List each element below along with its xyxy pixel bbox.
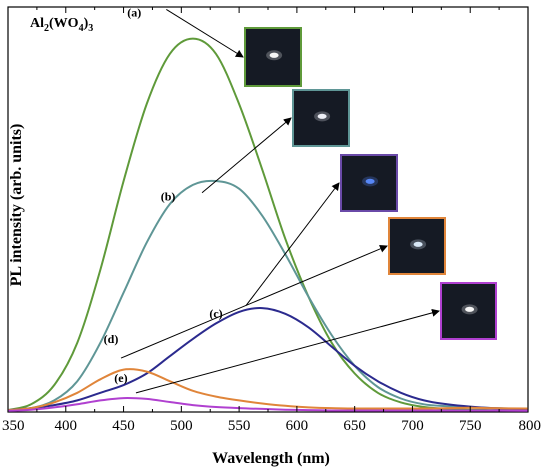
inset-glow-spot	[465, 306, 475, 312]
x-tick-label: 750	[459, 418, 482, 434]
pointer-arrow-b	[201, 117, 292, 194]
curve-label-d: (d)	[104, 332, 119, 346]
curve-label-c: (c)	[209, 307, 222, 321]
inset-glow-halo	[461, 304, 478, 315]
pointer-arrow-e	[135, 308, 440, 394]
inset-glow-spot	[365, 178, 375, 184]
series-line-b	[7, 179, 529, 412]
curve-label-b: (b)	[161, 190, 176, 204]
x-tick-label: 500	[170, 418, 193, 434]
title-part: (WO	[49, 16, 79, 31]
x-tick-label: 800	[519, 418, 542, 434]
x-axis-title: Wavelength (nm)	[212, 450, 330, 467]
inset-glow-halo	[314, 111, 331, 122]
pointer-arrow-a	[166, 8, 244, 58]
inset-glow-halo	[410, 239, 427, 250]
title-part: Al	[30, 16, 44, 31]
inset-glow-spot	[269, 52, 279, 58]
title-part: 4	[79, 23, 84, 34]
curve-label-a: (a)	[127, 5, 141, 19]
series-line-c	[7, 307, 529, 412]
series-line-d	[7, 368, 529, 412]
x-tick-label: 350	[2, 418, 25, 434]
title-part: 3	[88, 23, 93, 34]
y-axis-title: PL intensity (arb. units)	[8, 124, 25, 287]
x-tick-label: 700	[401, 418, 424, 434]
x-tick-label: 450	[112, 418, 135, 434]
inset-glow-spot	[413, 241, 423, 247]
title-part: )	[84, 16, 89, 31]
x-tick-label: 400	[55, 418, 78, 434]
inset-glow-halo	[266, 50, 283, 61]
curve-label-e: (e)	[114, 371, 127, 385]
series-line-e	[7, 397, 529, 412]
pointer-arrow-d	[120, 245, 388, 359]
corner-title: Al2(WO4)3	[30, 16, 93, 34]
title-part: 2	[44, 23, 49, 34]
inset-glow-spot	[317, 113, 327, 119]
inset-glow-halo	[362, 176, 379, 187]
x-tick-label: 650	[343, 418, 366, 434]
pointer-arrow-c	[245, 182, 340, 306]
x-tick-label: 550	[228, 418, 251, 434]
x-tick-label: 600	[286, 418, 309, 434]
inset-photo-e	[440, 282, 497, 340]
